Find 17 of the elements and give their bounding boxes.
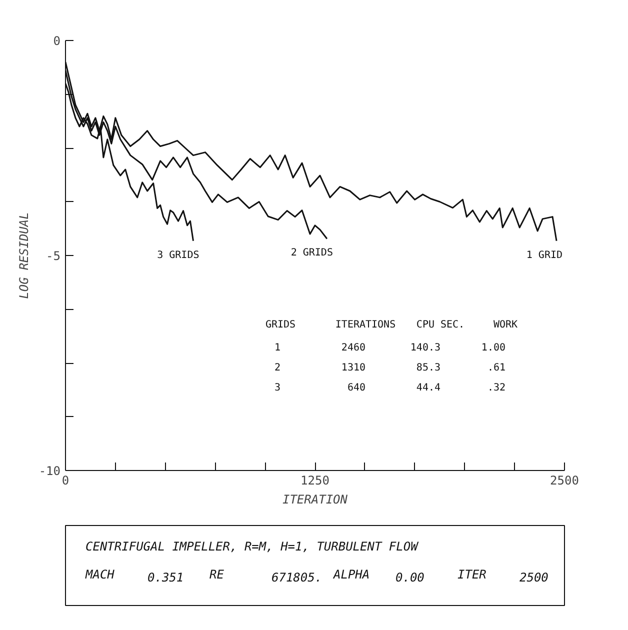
text: CENTRIFUGAL IMPELLER, R=M, H=1, TURBULENT FLOW (86, 540, 420, 554)
text: GRIDS ITERATIONS CPU SEC. WORK (265, 320, 518, 330)
series-label: 1 GRID (526, 250, 563, 261)
y-tick-label: -10 (38, 464, 61, 478)
x-tick-label: 0 (62, 474, 70, 488)
x-axis-title: ITERATION (282, 492, 348, 506)
y-axis-title: LOG RESIDUAL (16, 212, 31, 299)
y-tick-label: -5 (46, 249, 61, 263)
series-label: 3 GRIDS (157, 250, 200, 261)
text: 1 2460 140.3 1.00 (274, 342, 506, 354)
text: 2 1310 85.3 .61 (274, 362, 506, 374)
x-tick-label: 2500 (550, 474, 579, 488)
x-tick-label: 1250 (300, 474, 330, 488)
y-tick-label: 0 (53, 34, 61, 48)
text: 3 640 44.4 .32 (274, 382, 506, 394)
text: MACH 0.351 RE 671805. ALPHA 0.00 ITER 2500 (86, 568, 548, 584)
series-label: 2 GRIDS (290, 248, 333, 259)
